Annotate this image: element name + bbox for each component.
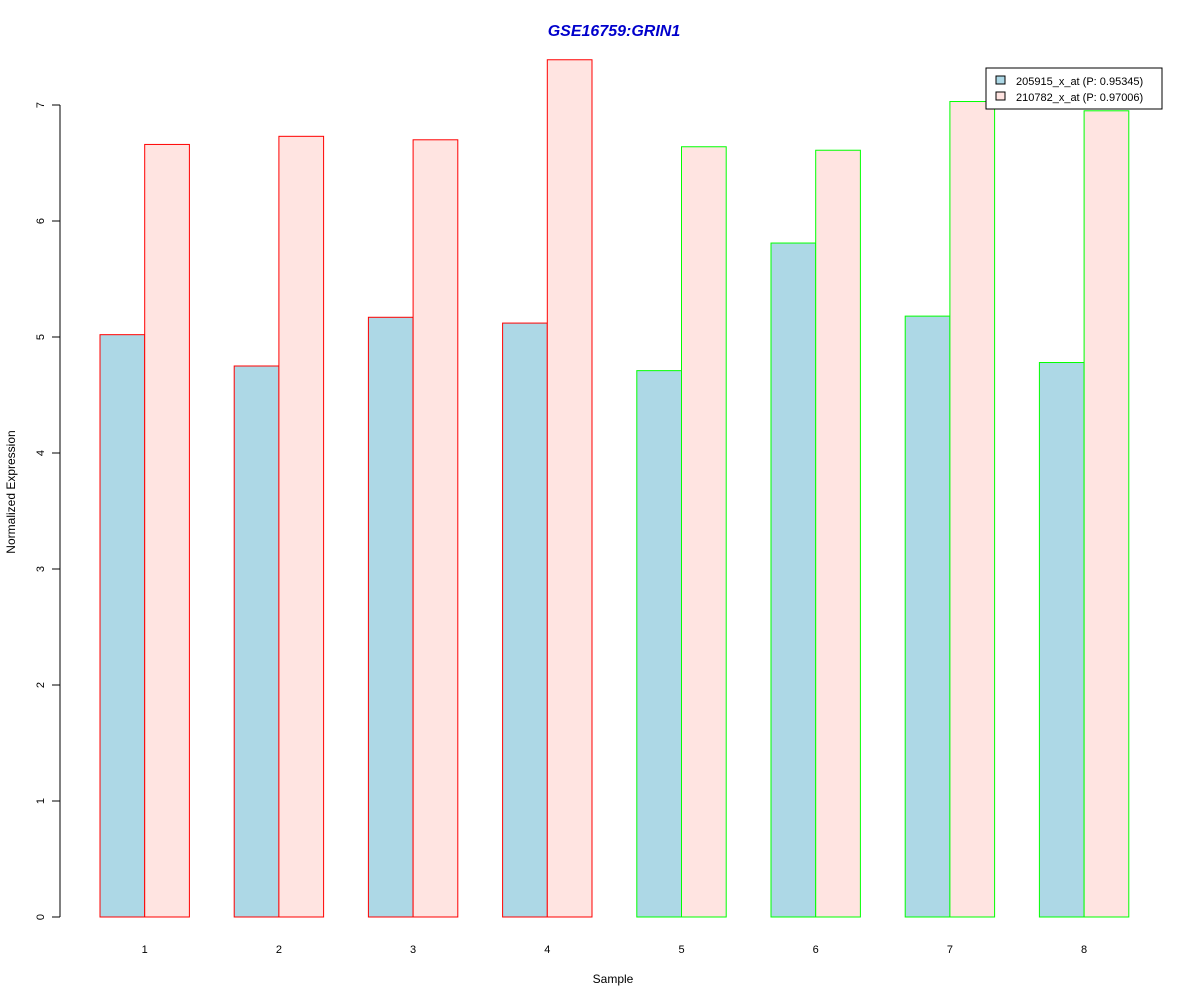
bar-sample-1-series-2 (144, 143, 190, 918)
bar-sample-2-series-2 (278, 135, 325, 918)
y-axis: 0 1 2 3 4 5 6 7 (35, 102, 61, 920)
x-tick-label: 5 (678, 944, 684, 956)
legend-label-205915: 205915_x_at (P: 0.95345) (1016, 76, 1143, 88)
x-tick-label: 2 (276, 944, 282, 956)
x-tick-label: 6 (813, 944, 819, 956)
legend-box (985, 67, 1163, 110)
y-tick-label: 2 (35, 682, 47, 688)
x-tick-labels: 1 2 3 4 5 6 7 8 (142, 944, 1088, 956)
bar-sample-6-series-2 (815, 149, 861, 918)
bar-sample-4-series-2 (546, 59, 593, 918)
x-tick-label: 7 (947, 944, 953, 956)
y-tick-label: 7 (35, 102, 47, 108)
legend-swatch-205915 (995, 75, 1006, 85)
bar-sample-5-series-1 (636, 370, 682, 918)
bar-sample-7-series-1 (904, 315, 951, 918)
y-tick-label: 1 (35, 798, 47, 804)
legend: 205915_x_at (P: 0.95345) 210782_x_at (P:… (985, 67, 1163, 110)
bar-sample-6-series-1 (770, 242, 817, 918)
x-tick-label: 4 (544, 944, 550, 956)
x-axis-label: Sample (593, 972, 634, 986)
legend-swatch-210782 (995, 91, 1006, 101)
chart-title: GSE16759:GRIN1 (548, 23, 681, 40)
y-tick-label: 3 (35, 566, 47, 572)
bar-sample-3-series-2 (412, 139, 459, 918)
bar-sample-3-series-1 (367, 316, 414, 918)
bar-sample-8-series-2 (1083, 110, 1130, 918)
x-tick-label: 1 (142, 944, 148, 956)
y-tick-label: 4 (35, 450, 47, 456)
bar-sample-1-series-1 (99, 334, 146, 918)
bar-sample-8-series-1 (1038, 362, 1085, 918)
bar-sample-2-series-1 (233, 365, 280, 918)
y-tick-label: 0 (35, 914, 47, 920)
y-tick-label: 6 (35, 218, 47, 224)
bar-sample-5-series-2 (681, 146, 727, 918)
y-tick-label: 5 (35, 334, 47, 340)
bar-sample-4-series-1 (502, 322, 548, 918)
legend-label-210782: 210782_x_at (P: 0.97006) (1016, 92, 1143, 104)
bars (99, 59, 1130, 918)
bar-sample-7-series-2 (949, 101, 996, 918)
x-tick-label: 8 (1081, 944, 1087, 956)
x-tick-label: 3 (410, 944, 416, 956)
y-axis-label: Normalized Expression (4, 430, 18, 553)
